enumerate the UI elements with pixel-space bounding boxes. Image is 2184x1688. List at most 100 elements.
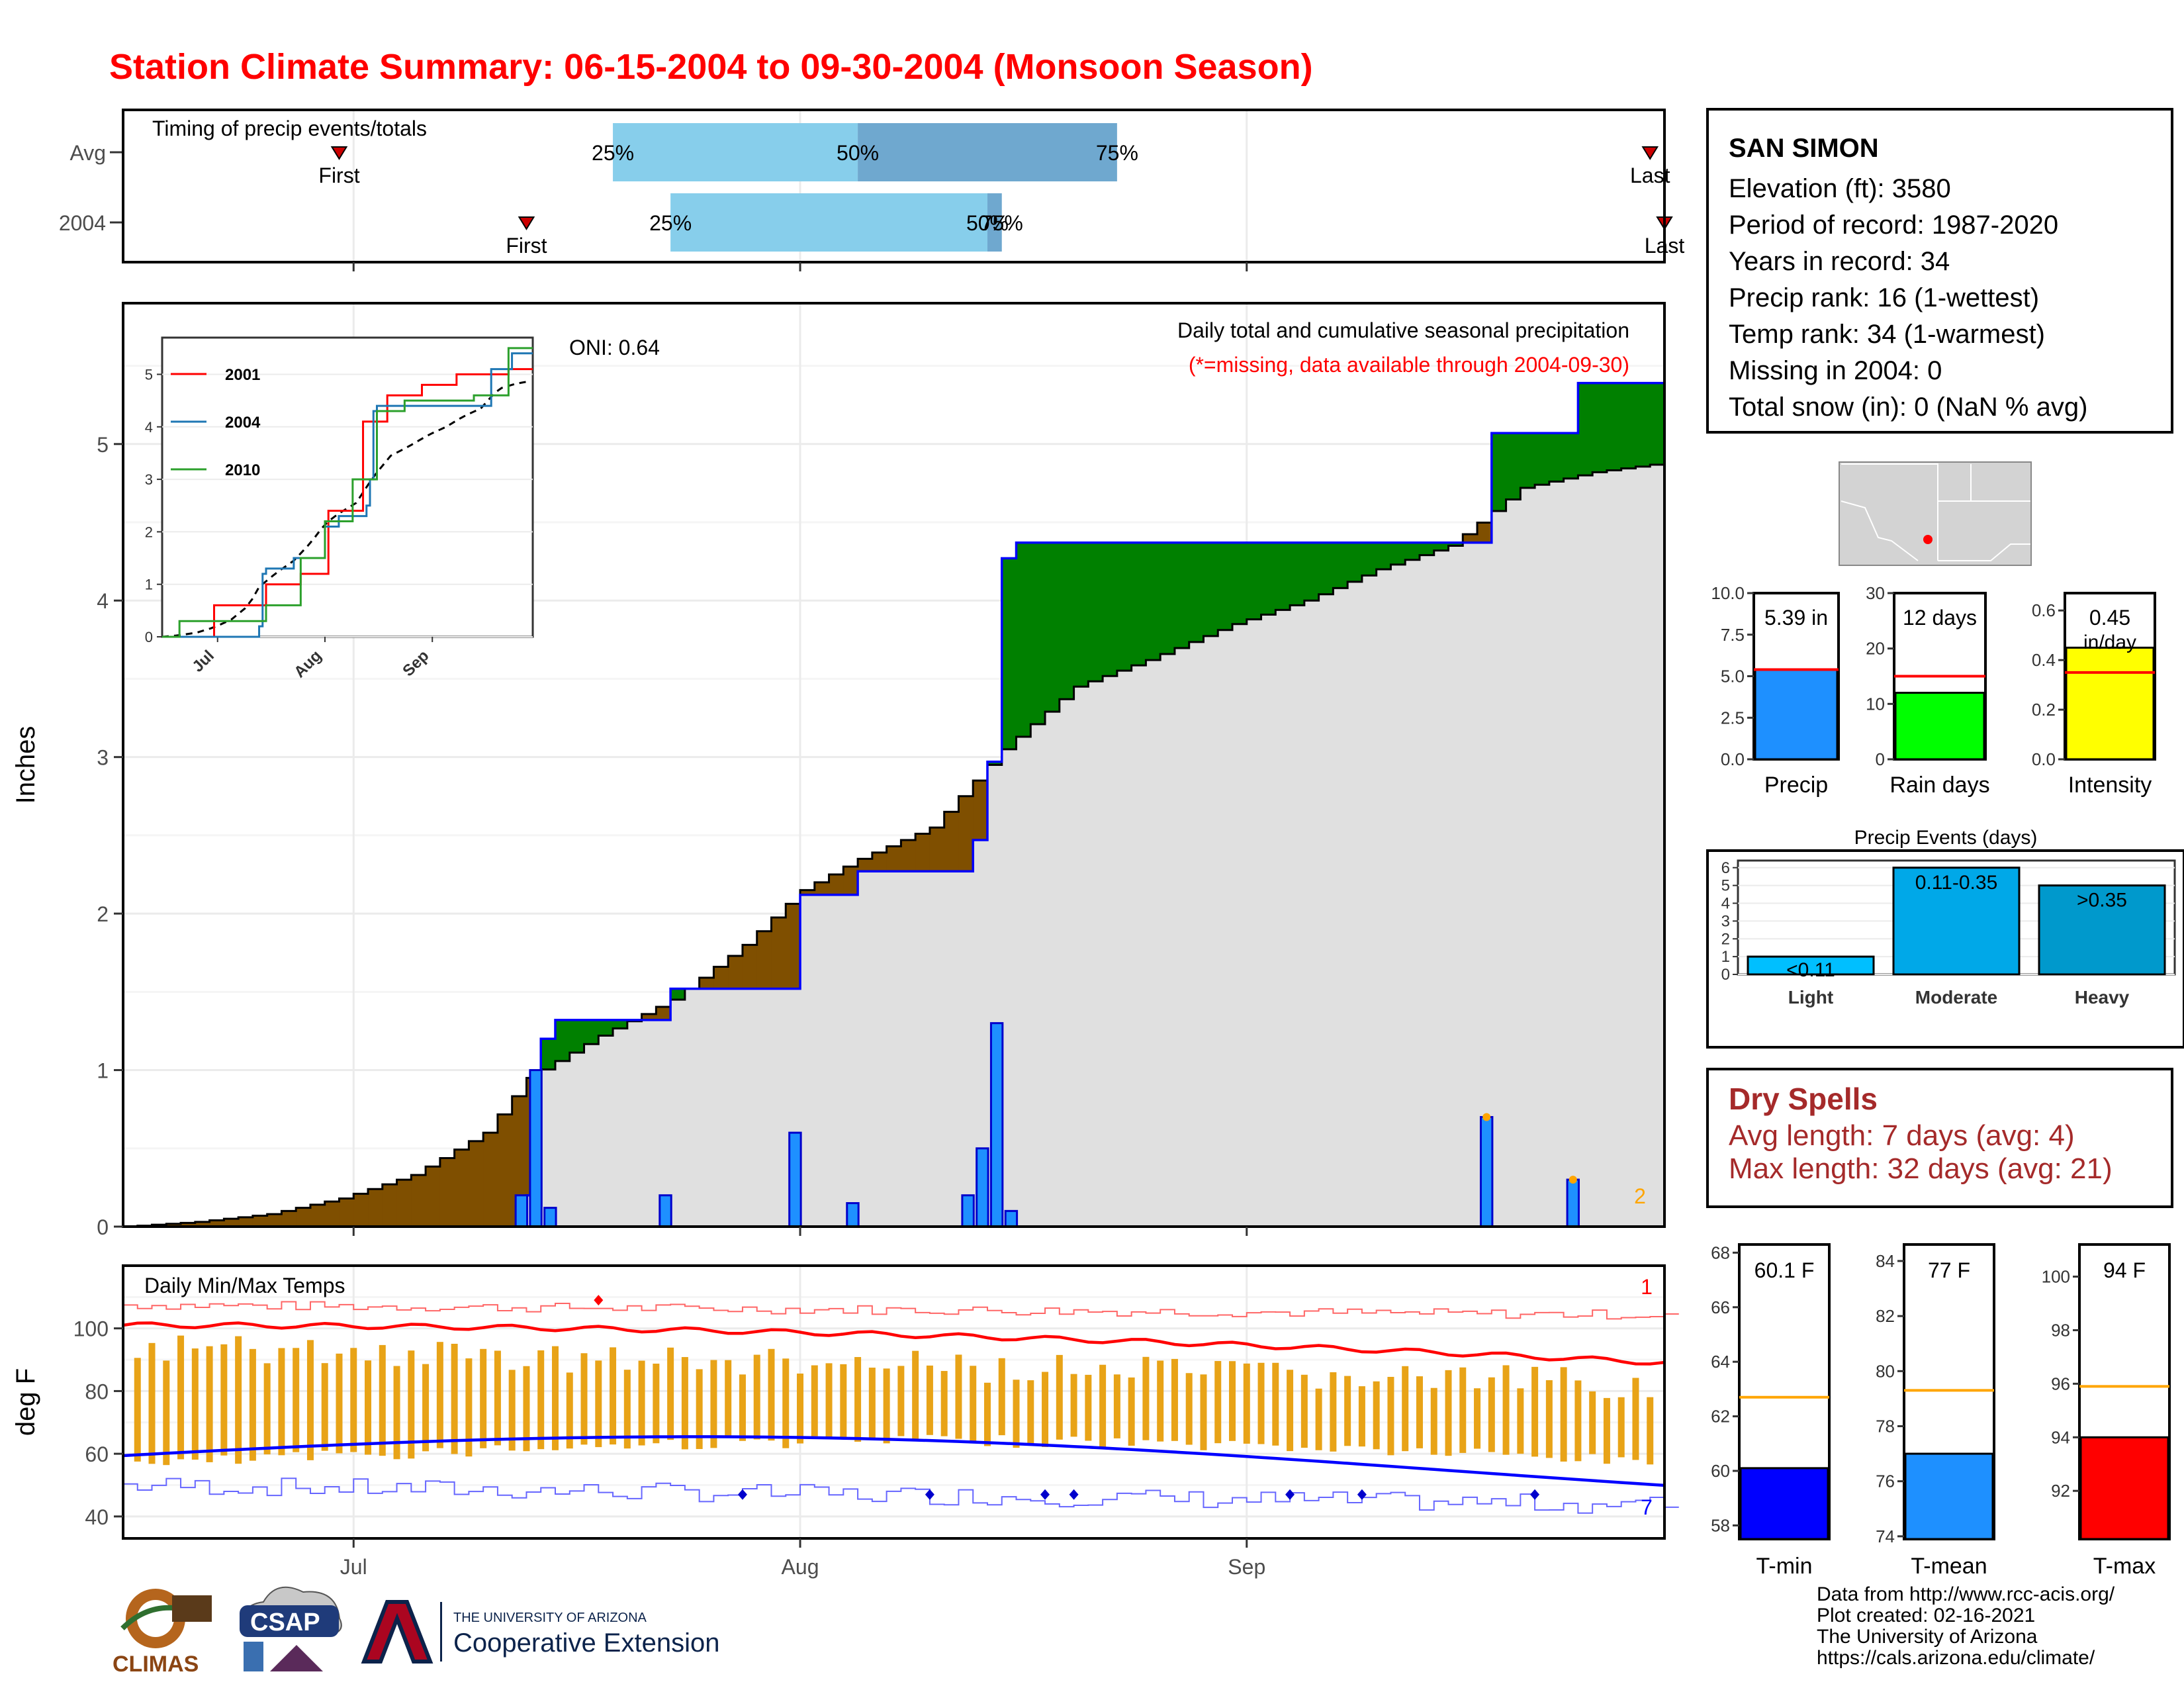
surplus-segment xyxy=(1347,542,1363,582)
deficit-segment xyxy=(497,1114,513,1227)
daily-temp-bar xyxy=(940,1371,948,1436)
deficit-segment xyxy=(1463,534,1478,543)
daily-temp-bar xyxy=(1243,1363,1250,1444)
precip-border xyxy=(122,302,1666,1228)
daily-temp-bar xyxy=(508,1370,516,1451)
daily-temp-bar xyxy=(321,1363,328,1451)
inset-legend-label: 2004 xyxy=(225,414,261,432)
temp-border xyxy=(122,1264,1666,1540)
daily-temp-bar xyxy=(1445,1370,1452,1456)
daily-precip-bar xyxy=(1479,1115,1494,1228)
surplus-segment xyxy=(1304,542,1320,601)
station-missing: Missing in 2004: 0 xyxy=(1729,356,1942,385)
station-info-box: SAN SIMON Elevation (ft): 3580 Period of… xyxy=(1706,108,2173,434)
daily-precip-bar xyxy=(976,1147,989,1228)
daily-temp-bar xyxy=(623,1370,631,1449)
deficit-segment xyxy=(339,1198,354,1227)
temp-bar-tick-label: 58 xyxy=(1711,1515,1730,1535)
deficit-segment xyxy=(281,1211,296,1227)
mini-bar-value xyxy=(2065,646,2155,761)
daily-temp-bar xyxy=(1647,1397,1654,1465)
events-category-label: Heavy xyxy=(2075,987,2130,1008)
inset-legend-label: 2010 xyxy=(225,461,260,479)
surplus-segment xyxy=(1160,542,1175,655)
deficit-segment xyxy=(843,867,858,895)
surplus-segment xyxy=(1650,383,1665,465)
deficit-segment xyxy=(872,852,887,872)
record-high-line xyxy=(123,1301,1679,1320)
daily-temp-bar xyxy=(379,1344,386,1456)
daily-temp-bar xyxy=(696,1369,703,1449)
daily-temp-bar xyxy=(926,1365,933,1435)
temp-bar-value xyxy=(2079,1436,2169,1540)
dry-spells-max: Max length: 32 days (avg: 21) xyxy=(1729,1152,2113,1185)
temp-bar-tick-label: 98 xyxy=(2051,1320,2070,1340)
surplus-segment xyxy=(584,1019,599,1045)
surplus-segment xyxy=(1059,542,1075,700)
daily-precip-bar xyxy=(989,1022,1004,1228)
timing-p50-label: 50% xyxy=(837,141,879,165)
temp-bar-tick-label: 80 xyxy=(1876,1361,1895,1381)
events-y-tick-label: 3 xyxy=(1721,912,1730,930)
daily-temp-bar xyxy=(1185,1373,1193,1445)
daily-temp-bar xyxy=(1042,1372,1049,1447)
temp-bar-tick-label: 84 xyxy=(1876,1251,1895,1271)
daily-temp-bar xyxy=(1617,1397,1625,1458)
daily-temp-bar xyxy=(365,1360,372,1455)
oni-label: ONI: 0.64 xyxy=(569,336,660,359)
daily-temp-bar xyxy=(1589,1391,1596,1454)
deficit-segment xyxy=(238,1217,253,1227)
daily-temp-bar xyxy=(1430,1387,1437,1455)
deficit-segment xyxy=(252,1215,268,1227)
daily-temp-bar xyxy=(191,1348,199,1460)
station-snow: Total snow (in): 0 (NaN % avg) xyxy=(1729,393,2088,422)
credit-data-source: Data from http://www.rcc-acis.org/ xyxy=(1817,1583,2115,1605)
surplus-segment xyxy=(1275,542,1291,610)
events-bar-label: >0.35 xyxy=(2077,890,2127,912)
surplus-segment xyxy=(1174,542,1190,648)
surplus-segment xyxy=(1635,383,1651,467)
events-category-label: Light xyxy=(1788,987,1833,1008)
daily-temp-bar xyxy=(1200,1374,1207,1450)
surplus-segment xyxy=(1419,542,1435,555)
page-title: Station Climate Summary: 06-15-2004 to 0… xyxy=(109,47,1313,87)
daily-temp-bar xyxy=(883,1368,890,1444)
ua-extension-logo: THE UNIVERSITY OF ARIZONA Cooperative Ex… xyxy=(361,1600,719,1664)
deficit-segment xyxy=(814,882,830,895)
daily-temp-bar xyxy=(1402,1366,1409,1452)
temp-bar-value-label: 60.1 F xyxy=(1754,1258,1815,1282)
timing-p25-label: 25% xyxy=(649,211,692,235)
daily-temp-bar xyxy=(955,1354,962,1439)
daily-temp-bar xyxy=(278,1348,285,1456)
mini-bar-tick-label: 30 xyxy=(1866,583,1885,603)
deficit-segment xyxy=(958,796,974,872)
daily-temp-bar xyxy=(1113,1374,1120,1438)
surplus-segment xyxy=(1232,542,1248,624)
deficit-segment xyxy=(929,827,945,872)
daily-temp-bar xyxy=(220,1344,228,1456)
surplus-segment xyxy=(1592,383,1608,473)
deficit-segment xyxy=(656,1007,671,1020)
surplus-segment xyxy=(1520,433,1535,488)
csap-logo: CSAP xyxy=(240,1586,342,1671)
surplus-segment xyxy=(1261,542,1276,615)
credit-plot-date: Plot created: 02-16-2021 xyxy=(1817,1605,2036,1626)
deficit-segment xyxy=(411,1174,426,1227)
temp-bar-tick-label: 62 xyxy=(1711,1407,1730,1427)
temp-bar-tick-label: 82 xyxy=(1876,1306,1895,1326)
daily-precip-marker xyxy=(1569,1176,1577,1184)
events-y-tick-label: 0 xyxy=(1721,966,1730,984)
temp-bar-tick-label: 78 xyxy=(1876,1416,1895,1436)
events-y-tick-label: 5 xyxy=(1721,877,1730,895)
deficit-segment xyxy=(886,846,901,872)
mini-bar-value-label: 0.45 xyxy=(2089,606,2130,630)
inset-y-tick-label: 5 xyxy=(145,367,153,383)
temp-bar-tick-label: 96 xyxy=(2051,1374,2070,1393)
temp-bar-label: T-min xyxy=(1756,1554,1813,1579)
daily-temp-bar xyxy=(854,1357,862,1442)
deficit-segment xyxy=(901,839,916,872)
temp-bar-value xyxy=(1739,1467,1829,1540)
inset-y-tick-label: 1 xyxy=(145,577,153,593)
mini-bar-value xyxy=(1894,692,1985,761)
events-y-tick-label: 6 xyxy=(1721,859,1730,877)
